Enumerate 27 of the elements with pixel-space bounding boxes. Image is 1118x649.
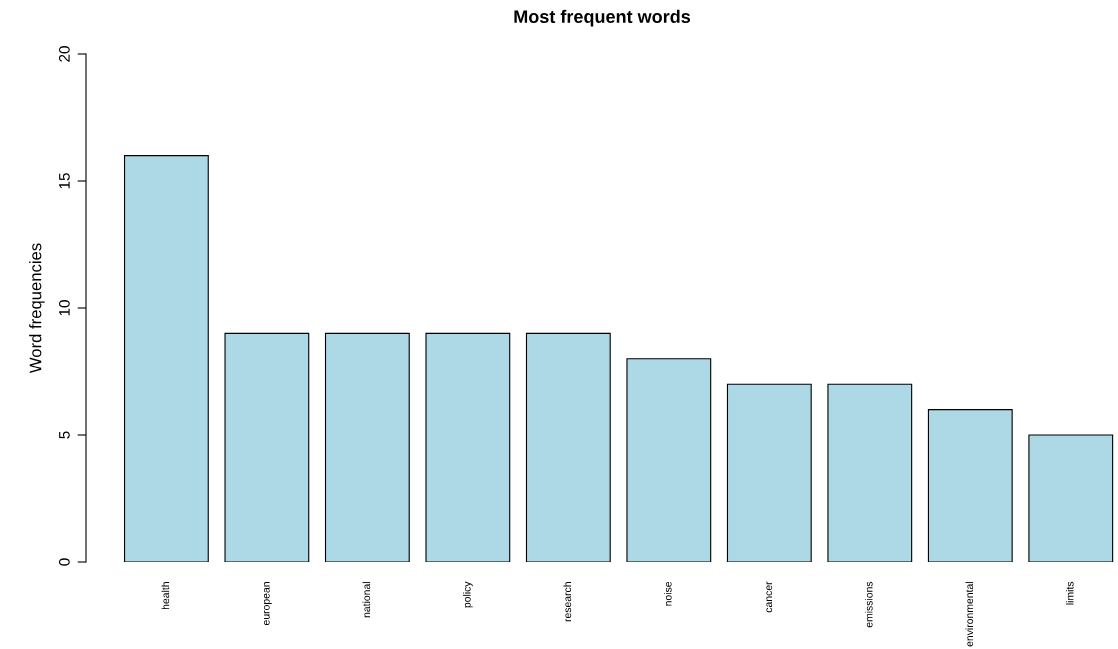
y-axis-title: Word frequencies [29, 243, 45, 374]
x-tick-label: cancer [766, 581, 773, 613]
x-tick-label: emissions [864, 581, 873, 628]
y-tick-label: 5 [59, 431, 70, 439]
x-tick-label: health [161, 582, 170, 610]
bar [1028, 434, 1114, 562]
x-tick-label: european [263, 582, 272, 626]
bar [827, 383, 913, 562]
y-tick-label: 15 [59, 173, 70, 189]
y-tick-label: 20 [58, 46, 70, 62]
bar [726, 383, 812, 562]
y-tick-label: 10 [58, 300, 70, 316]
x-tick-label: policy [463, 581, 473, 608]
bar [123, 155, 209, 562]
x-tick-label: noise [663, 581, 672, 606]
bar [224, 332, 310, 562]
bar [525, 332, 611, 562]
x-tick-label: environmental [965, 582, 974, 647]
bar [626, 358, 712, 562]
x-tick-label: limits [1065, 581, 1074, 605]
y-tick-label: 0 [58, 558, 70, 566]
x-tick-label: national [362, 582, 371, 618]
bar [927, 409, 1013, 562]
x-tick-label: research [563, 582, 572, 622]
bar [324, 332, 410, 562]
bar [425, 332, 511, 562]
chart-title: Most frequent words [514, 9, 691, 27]
